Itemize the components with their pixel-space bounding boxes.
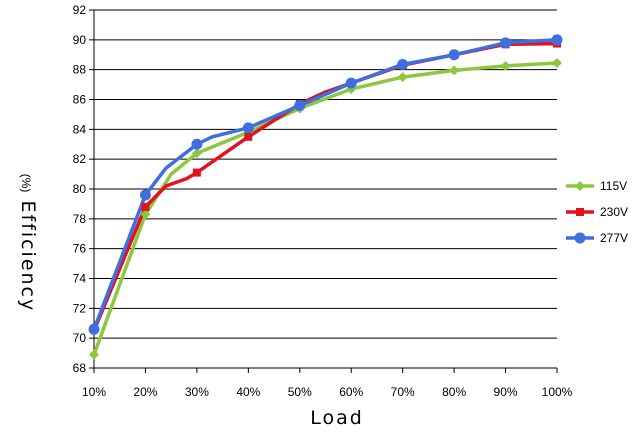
y-tick-label: 80 bbox=[73, 182, 87, 196]
x-tick-label: 100% bbox=[542, 385, 573, 399]
data-point-277v bbox=[551, 34, 563, 46]
data-point-277v bbox=[500, 37, 512, 49]
y-tick-label: 92 bbox=[73, 3, 87, 17]
series-line-277v bbox=[92, 38, 559, 331]
y-tick-label: 86 bbox=[73, 93, 87, 107]
x-axis-title: Load bbox=[310, 407, 364, 429]
data-point-277v bbox=[139, 189, 151, 201]
legend-marker bbox=[576, 208, 584, 216]
data-point-115v bbox=[449, 65, 460, 76]
y-axis-label: Efficiency bbox=[17, 200, 39, 312]
y-tick-label: 76 bbox=[73, 242, 87, 256]
x-tick-labels: 10% 20% 30% 40% 50% 60% 70% 80% 90% 100% bbox=[82, 385, 573, 399]
axes bbox=[89, 9, 558, 373]
data-point-277v bbox=[242, 122, 254, 134]
legend-marker bbox=[574, 232, 586, 244]
x-tick-label: 40% bbox=[236, 385, 260, 399]
data-point-115v bbox=[552, 57, 562, 68]
legend: 115V 230V 277V bbox=[566, 179, 628, 245]
data-point-230v bbox=[244, 132, 253, 141]
data-point-115v bbox=[397, 72, 408, 83]
x-tick-label: 50% bbox=[288, 385, 312, 399]
y-tick-labels: 68 70 72 74 76 78 80 82 84 86 88 90 92 bbox=[73, 3, 87, 375]
series-line-230v bbox=[92, 41, 559, 333]
data-point-277v bbox=[294, 99, 306, 111]
legend-label: 115V bbox=[600, 179, 627, 193]
svg-text:(%) Efficiency: (%) Efficiency bbox=[17, 174, 39, 312]
data-point-230v bbox=[141, 202, 150, 211]
x-tick-label: 60% bbox=[339, 385, 363, 399]
y-tick-label: 70 bbox=[73, 331, 87, 345]
legend-item-115v: 115V bbox=[566, 179, 627, 193]
y-tick-label: 72 bbox=[73, 301, 87, 315]
data-point-115v bbox=[89, 349, 99, 360]
y-tick-label: 82 bbox=[73, 152, 87, 166]
data-point-277v bbox=[88, 323, 100, 335]
y-tick-label: 88 bbox=[73, 63, 87, 77]
x-tick-label: 70% bbox=[391, 385, 415, 399]
data-point-230v bbox=[192, 168, 201, 177]
data-point-115v bbox=[140, 209, 151, 220]
y-axis-unit: (%) bbox=[19, 174, 33, 193]
y-tick-label: 68 bbox=[73, 361, 87, 375]
data-point-277v bbox=[448, 49, 460, 61]
x-tick-label: 30% bbox=[185, 385, 209, 399]
x-tick-label: 80% bbox=[442, 385, 466, 399]
legend-item-277v: 277V bbox=[566, 231, 628, 245]
series-lines bbox=[92, 38, 559, 357]
y-tick-label: 84 bbox=[73, 122, 87, 136]
grid-lines bbox=[94, 9, 557, 369]
x-tick-label: 20% bbox=[133, 385, 157, 399]
x-tick-label: 10% bbox=[82, 385, 106, 399]
y-tick-label: 78 bbox=[73, 212, 87, 226]
legend-marker bbox=[575, 181, 585, 191]
series-markers bbox=[88, 34, 563, 360]
data-point-115v bbox=[191, 148, 202, 159]
series-line-115v bbox=[92, 61, 559, 357]
y-tick-label: 90 bbox=[73, 33, 87, 47]
x-tick-label: 90% bbox=[494, 385, 518, 399]
data-point-277v bbox=[191, 138, 203, 150]
legend-label: 230V bbox=[600, 205, 628, 219]
data-point-115v bbox=[500, 60, 511, 71]
y-axis-title: (%) Efficiency bbox=[17, 174, 39, 312]
data-point-277v bbox=[397, 58, 409, 70]
legend-item-230v: 230V bbox=[566, 205, 628, 219]
data-point-277v bbox=[345, 77, 357, 89]
legend-label: 277V bbox=[600, 231, 628, 245]
y-tick-label: 74 bbox=[73, 272, 87, 286]
